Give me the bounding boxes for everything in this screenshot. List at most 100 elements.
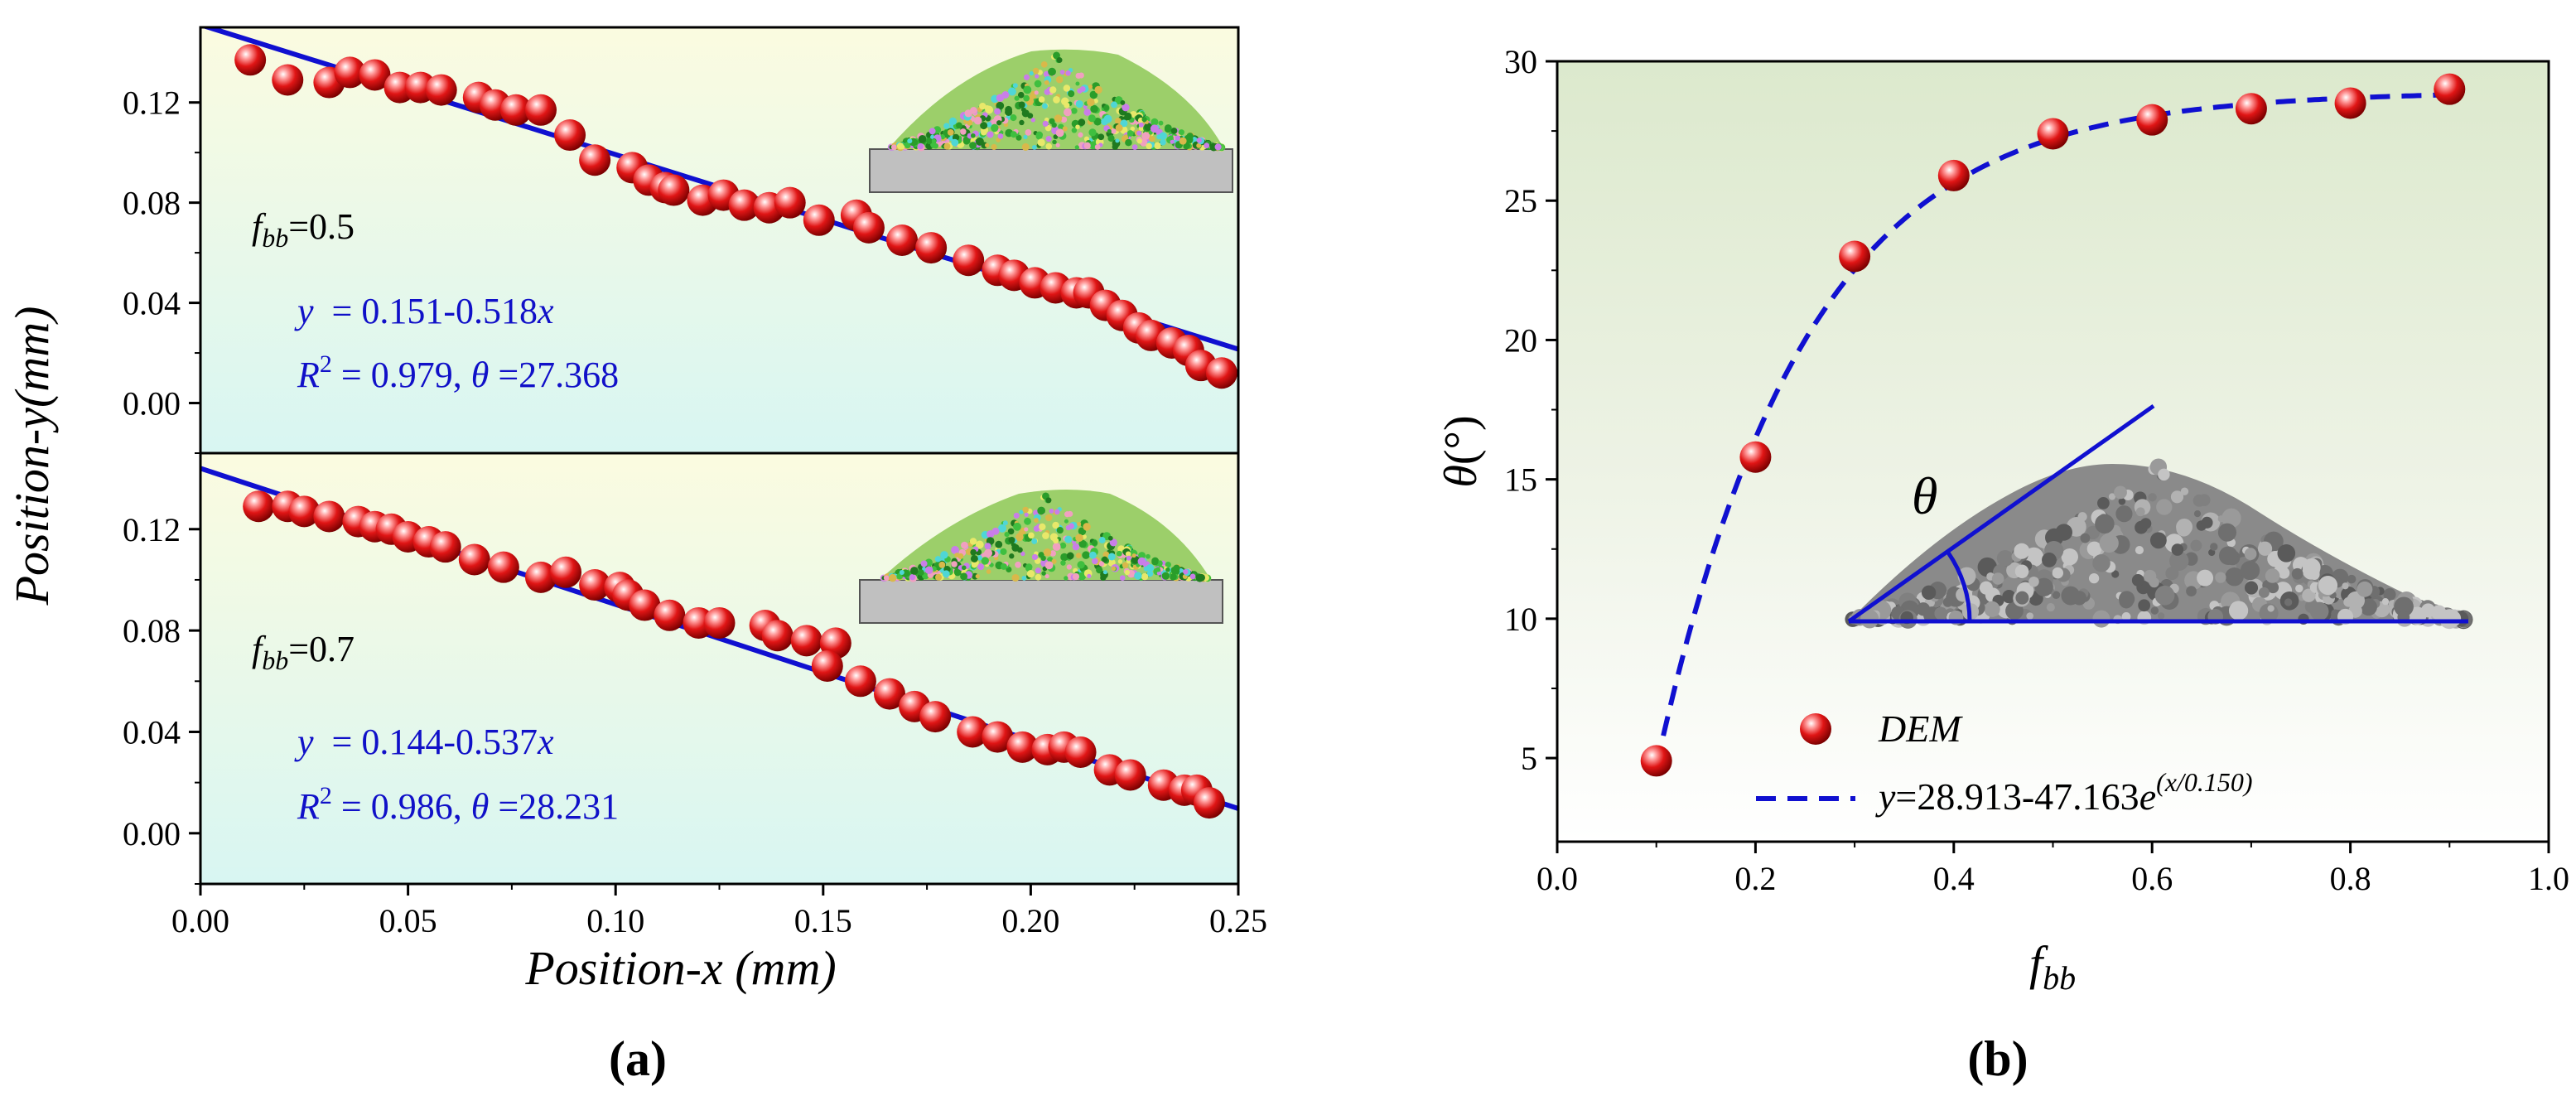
dem-point — [425, 74, 457, 106]
x-tick-label: 0.00 — [171, 902, 229, 939]
fit-curve-b — [1653, 92, 2450, 767]
dem-point — [1839, 240, 1871, 273]
dem-point — [359, 59, 391, 91]
dem-point — [243, 490, 275, 523]
y-tick-label: 20 — [1504, 321, 1537, 359]
dem-point — [234, 44, 267, 76]
dem-point — [803, 204, 835, 236]
dem-point — [703, 606, 736, 639]
dem-point — [524, 561, 557, 593]
y-tick-label: 0.04 — [123, 285, 181, 322]
dem-point — [288, 495, 321, 528]
dem-point — [1640, 745, 1672, 777]
dem-point — [790, 625, 822, 657]
y-tick-label: 15 — [1504, 461, 1537, 499]
panel-b-label: (b) — [1967, 1031, 2028, 1086]
y-ticks-bottom: 0.00 0.04 0.08 0.12 — [123, 511, 200, 885]
dem-point — [579, 569, 611, 601]
dem-point — [915, 232, 948, 264]
dem-point — [524, 94, 557, 126]
points-bottom — [243, 490, 1225, 819]
dem-point — [334, 56, 366, 89]
fbb-label-top: fbb=0.5 — [252, 206, 355, 253]
dem-point — [844, 665, 876, 698]
x-tick-label: 0.05 — [379, 902, 437, 939]
y-tick-label: 0.12 — [123, 84, 181, 122]
dem-point — [2434, 73, 2466, 105]
x-tick-label: 1.0 — [2528, 860, 2569, 897]
dem-point — [458, 543, 490, 576]
dem-point — [2037, 118, 2069, 150]
y-tick-label: 0.04 — [123, 713, 181, 751]
dem-point — [761, 620, 794, 652]
dem-point — [487, 551, 519, 583]
y-tick-label: 10 — [1504, 601, 1537, 638]
fbb-label-bottom: fbb=0.7 — [252, 629, 355, 675]
dem-point — [957, 716, 989, 748]
panel-b: θ 5 10 15 20 25 30 0.0 0.2 0.4 0.6 0.8 1.0 DEM y=28… — [1435, 43, 2569, 1086]
y-tick-label: 0.00 — [123, 815, 181, 852]
x-tick-label: 0.8 — [2330, 860, 2371, 897]
dem-point — [658, 174, 690, 206]
dem-point — [554, 119, 586, 152]
equation-bottom: y = 0.144-0.537x — [234, 722, 600, 762]
dem-point — [774, 186, 806, 219]
x-axis-label-b: fbb — [2029, 936, 2076, 997]
dem-point — [313, 500, 345, 533]
points-top — [234, 44, 1237, 389]
dem-point — [629, 589, 661, 621]
y-tick-label: 0.08 — [123, 185, 181, 222]
dem-point — [811, 649, 843, 682]
dem-point — [2136, 104, 2168, 136]
x-tick-label: 0.25 — [1209, 902, 1267, 939]
dem-point — [654, 599, 686, 631]
dem-point — [852, 211, 885, 244]
y-tick-label: 0.08 — [123, 612, 181, 649]
dem-point — [953, 244, 985, 277]
panel-a-label: (a) — [609, 1031, 667, 1086]
gravel-pile-icon — [1845, 403, 2473, 630]
x-tick-label: 0.6 — [2131, 860, 2173, 897]
y-tick-label: 30 — [1504, 43, 1537, 80]
x-tick-label: 0.0 — [1536, 860, 1578, 897]
x-axis-label-a: Position-x (mm) — [524, 941, 836, 995]
legend-fit-label: y=28.913-47.163e(x/0.150) — [1875, 767, 2253, 818]
dem-point — [1937, 159, 1970, 191]
dem-point — [728, 189, 760, 221]
y-ticks-top: 0.00 0.04 0.08 0.12 — [123, 84, 200, 454]
y-tick-label: 0.12 — [123, 511, 181, 548]
equation-top: y = 0.151-0.518x — [234, 291, 600, 331]
panel-a: 0.000.040.080.12 0.000.040.080.12 0.00 0.… — [5, 26, 1267, 1086]
x-tick-label: 0.20 — [1001, 902, 1059, 939]
pile-theta-label: θ — [1912, 466, 1937, 525]
dem-point — [873, 678, 905, 710]
dem-point — [1064, 736, 1097, 768]
legend-dem-marker — [1800, 713, 1831, 745]
x-tick-label: 0.4 — [1933, 860, 1975, 897]
y-tick-label: 5 — [1521, 740, 1537, 777]
r2-theta-bottom: R2 = 0.986, θ =28.231 — [234, 782, 664, 827]
particle-pile-icon — [869, 49, 1233, 193]
dem-point — [272, 64, 304, 96]
x-tick-label: 0.10 — [586, 902, 644, 939]
x-tick-label: 0.15 — [794, 902, 852, 939]
x-tick-label: 0.2 — [1734, 860, 1776, 897]
dem-point — [579, 144, 611, 176]
dem-point — [919, 701, 952, 733]
legend-b: DEM y=28.913-47.163e(x/0.150) — [1756, 707, 2253, 818]
y-axis-label-a: Position-y(mm) — [5, 307, 59, 606]
dem-point — [2334, 87, 2366, 119]
r2-theta-top: R2 = 0.979, θ =27.368 — [234, 350, 664, 395]
y-tick-label: 25 — [1504, 182, 1537, 220]
y-axis-label-b: θ(°) — [1435, 415, 1487, 487]
dem-point — [886, 225, 919, 256]
y-tick-label: 0.00 — [123, 385, 181, 422]
dem-point — [2235, 93, 2267, 125]
dem-point — [1114, 759, 1146, 791]
dem-point — [1006, 731, 1039, 763]
points-b — [1640, 73, 2466, 777]
dem-point — [1739, 441, 1772, 473]
dem-point — [1205, 357, 1237, 389]
dem-point — [499, 94, 532, 126]
